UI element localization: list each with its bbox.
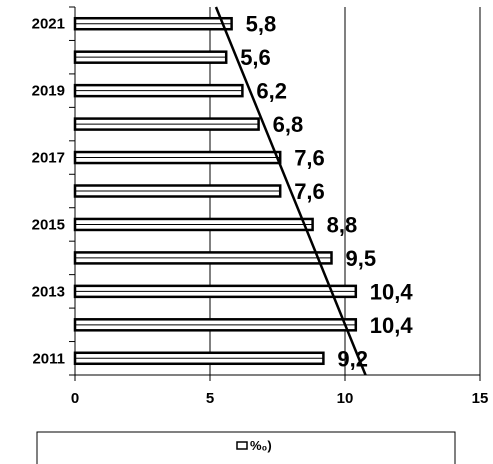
y-tick-label: 2021 [32,16,65,33]
trendline [214,6,367,376]
y-tick-label: 2011 [32,350,65,367]
data-label: 9,5 [346,246,377,271]
x-tick-label: 15 [472,390,489,407]
legend-swatch [236,441,248,450]
x-tick-label: 0 [71,390,79,407]
trendline-group [214,6,367,376]
legend-entry: %₀) [250,438,272,453]
y-tick-label: 2015 [32,216,65,233]
data-labels: 9,210,410,49,58,87,67,66,86,25,65,8 [240,12,413,372]
bars [73,16,358,366]
data-label: 5,6 [240,45,271,70]
y-tick-label: 2017 [32,150,65,167]
axes [69,6,481,381]
x-tick-labels: 0 5 10 15 [71,390,489,407]
data-label: 8,8 [327,212,358,237]
data-label: 10,4 [370,313,414,338]
data-label: 5,8 [246,12,277,37]
x-tick-label: 10 [337,390,354,407]
data-label: 9,2 [337,346,368,371]
y-tick-label: 2013 [32,283,65,300]
y-tick-label: 2019 [32,83,65,100]
data-label: 6,2 [256,79,287,104]
legend: %₀) [36,431,456,464]
data-label: 7,6 [294,146,325,171]
data-label: 7,6 [294,179,325,204]
data-label: 10,4 [370,279,414,304]
data-label: 6,8 [273,112,304,137]
y-tick-labels: 2011 2013 2015 2017 2019 2021 [32,16,65,368]
x-tick-label: 5 [206,390,214,407]
